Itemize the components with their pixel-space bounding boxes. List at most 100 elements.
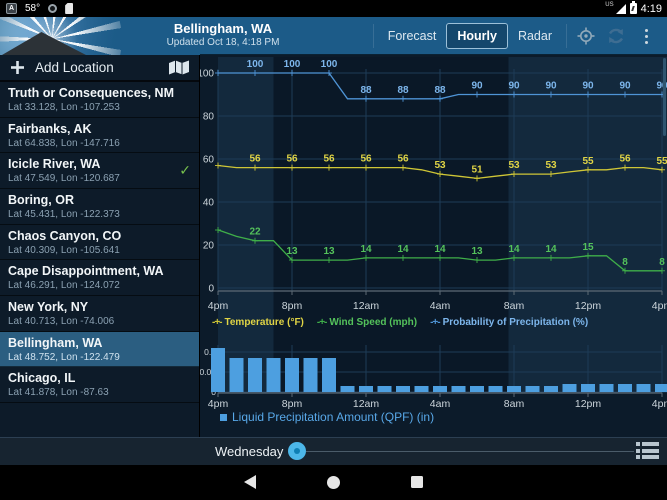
location-coordinates: Lat 64.838, Lon -147.716 — [8, 137, 120, 149]
svg-text:4pm: 4pm — [208, 398, 229, 410]
back-button[interactable] — [244, 475, 256, 489]
battery-icon — [629, 1, 637, 14]
overflow-dots-icon — [644, 28, 648, 44]
add-location-button[interactable]: Add Location — [0, 55, 199, 82]
locations-sidebar: Add Location Truth or Consequences, NM La… — [0, 55, 200, 437]
svg-text:56: 56 — [323, 154, 335, 165]
svg-text:14: 14 — [508, 244, 520, 255]
location-name: Bellingham, WA — [8, 335, 103, 350]
svg-text:56: 56 — [360, 154, 372, 165]
legend-item: -+- Probability of Precipitation (%) — [430, 317, 588, 328]
carrier-label: US — [605, 2, 614, 8]
recents-button[interactable] — [411, 476, 423, 488]
gps-locate-button[interactable] — [571, 17, 601, 55]
svg-text:80: 80 — [203, 112, 215, 123]
svg-text:60: 60 — [203, 155, 215, 166]
svg-text:53: 53 — [508, 160, 520, 171]
location-item[interactable]: Bellingham, WA Lat 48.752, Lon -122.479 — [0, 331, 199, 368]
refresh-button[interactable] — [601, 17, 631, 55]
svg-text:100: 100 — [284, 59, 301, 70]
qpf-legend-label: Liquid Precipitation Amount (QPF) (in) — [232, 410, 435, 424]
location-item[interactable]: Icicle River, WA Lat 47.549, Lon -120.687… — [0, 153, 199, 189]
legend-label: Temperature (°F) — [224, 317, 304, 328]
svg-text:40: 40 — [203, 198, 215, 209]
location-name: Icicle River, WA — [8, 157, 101, 172]
svg-text:14: 14 — [434, 244, 446, 255]
header-divider — [372, 24, 374, 48]
svg-text:0.1: 0.1 — [204, 347, 216, 357]
series-marker-icon: -+- — [430, 317, 440, 328]
svg-text:12pm: 12pm — [575, 398, 602, 410]
signal-icon — [615, 3, 626, 14]
overflow-menu-button[interactable] — [631, 17, 661, 55]
svg-text:56: 56 — [249, 154, 261, 165]
svg-text:12am: 12am — [353, 300, 380, 312]
location-item[interactable]: Boring, OR Lat 45.431, Lon -122.373 — [0, 189, 199, 225]
location-item[interactable]: Truth or Consequences, NM Lat 33.128, Lon… — [0, 82, 199, 118]
location-list: Truth or Consequences, NM Lat 33.128, Lon… — [0, 82, 199, 403]
header-divider — [566, 24, 567, 48]
svg-text:90: 90 — [582, 81, 594, 92]
home-button[interactable] — [327, 476, 340, 489]
svg-text:8am: 8am — [504, 300, 525, 312]
day-list-button[interactable] — [636, 442, 659, 459]
svg-text:56: 56 — [286, 154, 298, 165]
svg-text:4pm: 4pm — [208, 300, 229, 312]
series-marker-icon: -+- — [212, 317, 222, 328]
status-circle-icon — [48, 4, 58, 13]
tab-radar[interactable]: Radar — [517, 29, 552, 43]
svg-text:8pm: 8pm — [282, 300, 303, 312]
selected-check-icon: ✓ — [179, 162, 191, 179]
legend-item: -+- Temperature (°F) — [212, 317, 304, 328]
svg-text:14: 14 — [545, 244, 557, 255]
map-icon[interactable] — [169, 60, 189, 75]
location-item[interactable]: Cape Disappointment, WA Lat 46.291, Lon -… — [0, 260, 199, 296]
location-coordinates: Lat 41.878, Lon -87.63 — [8, 387, 109, 399]
svg-text:88: 88 — [360, 85, 372, 96]
app-header: Bellingham, WA Updated Oct 18, 4:18 PM F… — [0, 17, 667, 55]
svg-text:90: 90 — [508, 81, 520, 92]
location-item[interactable]: New York, NY Lat 40.713, Lon -74.006 — [0, 296, 199, 332]
svg-text:51: 51 — [471, 164, 483, 175]
tab-hourly[interactable]: Hourly — [446, 23, 508, 49]
location-coordinates: Lat 40.309, Lon -105.641 — [8, 244, 120, 256]
location-name: Chaos Canyon, CO — [8, 228, 122, 243]
svg-text:90: 90 — [619, 81, 631, 92]
location-name: Chicago, IL — [8, 371, 76, 386]
day-slider-track[interactable] — [306, 451, 634, 452]
legend-item: -+- Wind Speed (mph) — [317, 317, 417, 328]
location-name: Cape Disappointment, WA — [8, 264, 164, 279]
location-item[interactable]: Chaos Canyon, CO Lat 40.309, Lon -105.641 — [0, 225, 199, 261]
legend-label: Probability of Precipitation (%) — [442, 317, 589, 328]
location-title: Bellingham, WA — [173, 21, 273, 36]
svg-text:8am: 8am — [504, 398, 525, 410]
svg-text:100: 100 — [321, 59, 338, 70]
status-sdcard-icon — [65, 3, 74, 14]
svg-text:14: 14 — [397, 244, 409, 255]
notification-app-icon: A — [6, 3, 17, 14]
location-item[interactable]: Fairbanks, AK Lat 64.838, Lon -147.716 — [0, 118, 199, 154]
svg-text:0: 0 — [208, 284, 214, 295]
location-name: Truth or Consequences, NM — [8, 86, 174, 100]
chart-scrollbar[interactable] — [663, 58, 666, 136]
location-name: Boring, OR — [8, 192, 74, 207]
svg-text:8: 8 — [659, 257, 665, 268]
plus-icon — [11, 61, 24, 74]
legend-square-icon — [220, 413, 227, 421]
status-bar: A 58° US 4:19 — [0, 0, 667, 17]
add-location-label: Add Location — [35, 60, 114, 75]
svg-text:4pm: 4pm — [652, 300, 667, 312]
svg-text:88: 88 — [397, 85, 409, 96]
line-chart-legend: -+- Temperature (°F) -+- Wind Speed (mph) -+… — [212, 317, 588, 328]
android-nav-bar — [0, 465, 667, 500]
svg-text:14: 14 — [360, 244, 372, 255]
day-slider-thumb[interactable] — [288, 442, 306, 460]
svg-text:4am: 4am — [430, 398, 451, 410]
location-item[interactable]: Chicago, IL Lat 41.878, Lon -87.63 — [0, 367, 199, 403]
svg-text:100: 100 — [247, 59, 264, 70]
svg-text:20: 20 — [203, 241, 215, 252]
svg-text:13: 13 — [323, 246, 335, 257]
hourly-chart[interactable]: 4pm 4pm 8pm 8pm 12am 12am 4am 4am 8am 8am 12pm 12pm… — [200, 55, 667, 437]
tab-forecast[interactable]: Forecast — [387, 29, 437, 43]
